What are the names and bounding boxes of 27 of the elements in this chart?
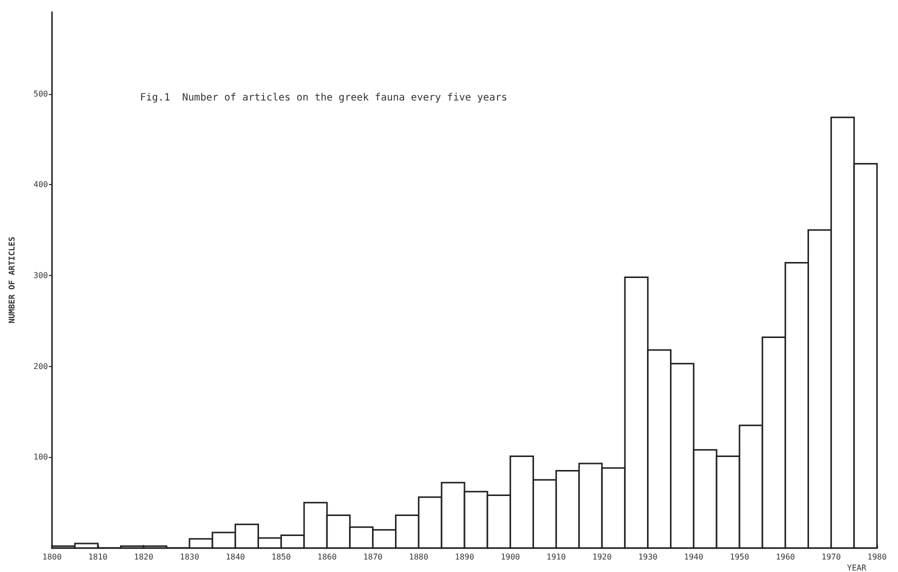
x-tick-label: 1890 (454, 552, 474, 562)
x-tick-label: 1900 (500, 552, 520, 562)
x-axis-title: YEAR (847, 564, 866, 572)
x-tick-label: 1980 (867, 552, 887, 562)
x-tick-label: 1880 (409, 552, 428, 562)
text: Fig.1 Number of articles on the greek fauna every five years (140, 92, 508, 104)
x-tick-label: 1800 (42, 552, 62, 562)
x-tick-label: 1970 (822, 552, 841, 562)
x-tick-label: 1920 (592, 552, 612, 562)
x-tick-label: 1960 (776, 552, 796, 562)
x-tick-label: 1830 (180, 552, 200, 562)
x-tick-label: 1810 (88, 552, 108, 562)
x-tick-label: 1820 (134, 552, 154, 562)
y-tick-label: 100 (34, 452, 48, 462)
y-tick-label: 300 (34, 270, 48, 280)
y-tick-label: 400 (34, 180, 48, 190)
y-tick-label: 200 (34, 362, 48, 371)
x-tick-label: 1840 (226, 552, 246, 562)
x-tick-label: 1910 (546, 552, 566, 562)
x-tick-label: 1940 (684, 552, 704, 562)
x-tick-label: 1950 (730, 552, 750, 562)
y-tick-label: 500 (34, 89, 48, 98)
x-tick-label: 1860 (317, 552, 337, 562)
x-tick-label: 1870 (363, 552, 383, 562)
x-tick-label: 1850 (272, 552, 291, 562)
x-tick-label: 1930 (638, 552, 658, 562)
y-axis-title: NUMBER OF ARTICLES (8, 236, 16, 324)
